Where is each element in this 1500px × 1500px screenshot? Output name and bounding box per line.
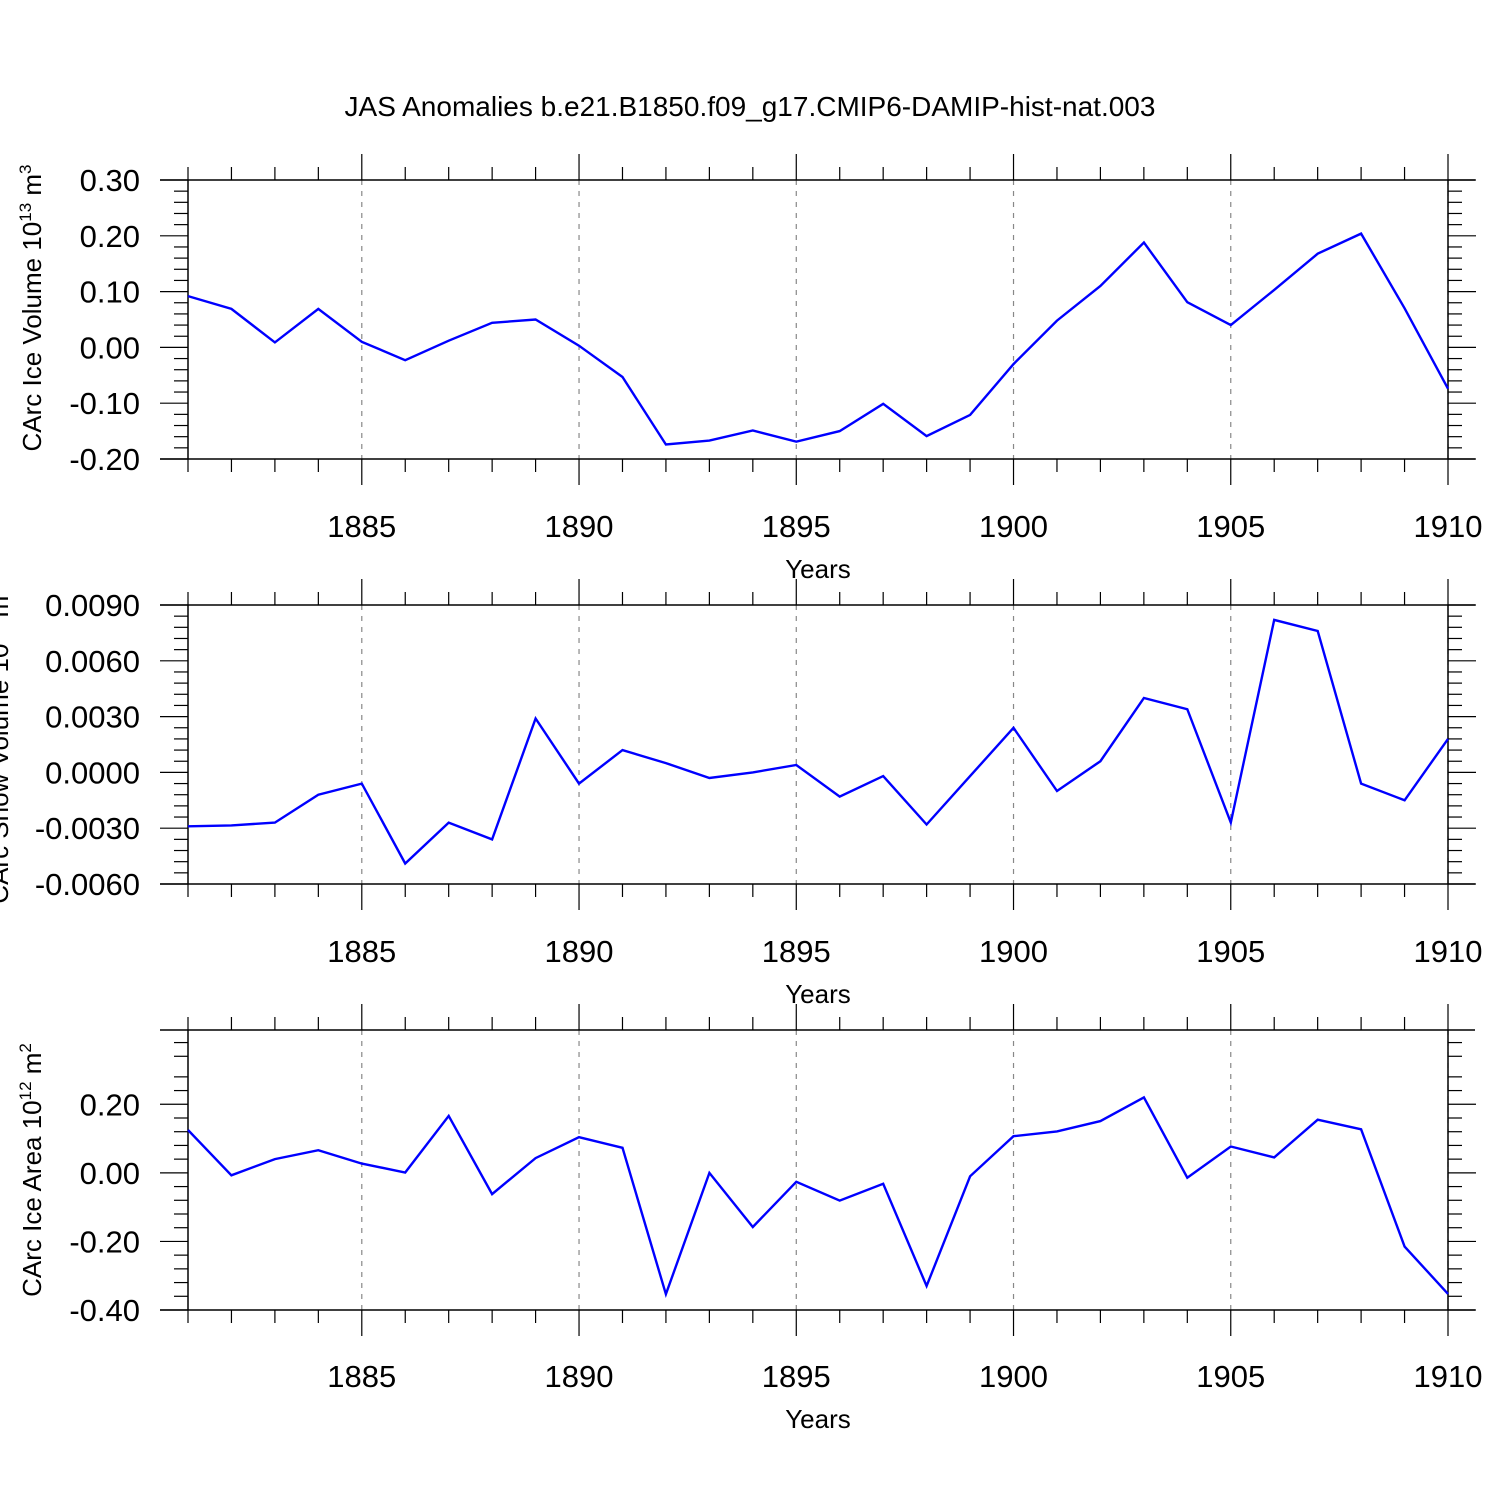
y-axis-label: CArc Snow Volume 1013 m3 [0,586,14,903]
chart-panel-2: -0.0060 -0.0030 0.0000 0.0030 0.0060 0.0090 18… [0,579,1482,1009]
series-line [187,232,1450,446]
y-tick-label: 0.30 [80,163,140,198]
y-axis-label-part: CArc Ice Volume 10 [17,222,47,452]
y-tick-label: -0.20 [69,1224,140,1259]
y-axis-label: CArc Ice Volume 1013 m3 [16,164,47,451]
y-axis-label-part: CArc Ice Area 10 [17,1100,47,1297]
x-tick-label: 1900 [979,509,1048,544]
y-axis-label-exponent: 13 [16,203,35,222]
series-line [187,618,1449,866]
y-axis-label-exponent: 13 [0,625,2,644]
x-tick-label: 1905 [1196,934,1265,969]
y-tick-label: 0.00 [80,1156,140,1191]
y-axis-label-exponent: 12 [16,1081,35,1100]
y-tick-label: 0.0060 [45,644,140,679]
y-tick-label: -0.0060 [35,867,140,902]
chart-panel-1: -0.20 -0.10 0.00 0.10 0.20 0.30 1885 1890 1895 19… [16,154,1482,584]
y-axis-label-exponent: 3 [16,164,35,173]
x-tick-label: 1905 [1196,509,1265,544]
x-axis-label: Years [785,1404,851,1434]
x-tick-label: 1890 [545,934,614,969]
x-tick-label: 1895 [762,1359,831,1394]
y-axis-label-part: CArc Snow Volume 10 [0,644,14,904]
x-tick-label: 1900 [979,1359,1048,1394]
chart-panel-3: -0.40 -0.20 0.00 0.20 1885 1890 1895 1900 1905 19… [16,1004,1482,1434]
y-tick-label: -0.20 [69,442,140,477]
x-tick-label: 1885 [327,934,396,969]
y-axis-label: CArc Ice Area 1012 m2 [16,1043,47,1297]
x-tick-label: 1895 [762,509,831,544]
x-tick-label: 1910 [1414,934,1483,969]
x-tick-label: 1910 [1414,1359,1483,1394]
y-tick-label: 0.0030 [45,700,140,735]
y-axis-label-exponent: 2 [16,1043,35,1052]
y-tick-label: 0.10 [80,275,140,310]
y-axis-label-part: m [0,596,14,625]
x-axis-label: Years [785,979,851,1009]
y-tick-label: 0.0090 [45,588,140,623]
figure-title: JAS Anomalies b.e21.B1850.f09_g17.CMIP6-… [345,91,1156,122]
y-tick-label: 0.20 [80,219,140,254]
y-tick-label: 0.0000 [45,755,140,790]
x-tick-label: 1905 [1196,1359,1265,1394]
x-tick-label: 1885 [327,1359,396,1394]
x-tick-label: 1890 [545,509,614,544]
y-axis-label-exponent: 3 [0,586,2,595]
x-tick-label: 1900 [979,934,1048,969]
x-tick-label: 1895 [762,934,831,969]
y-tick-label: -0.0030 [35,811,140,846]
series-line [187,1095,1449,1299]
x-tick-label: 1885 [327,509,396,544]
x-axis-label: Years [785,554,851,584]
x-tick-label: 1910 [1414,509,1483,544]
y-axis-label-part: m [17,1053,47,1082]
y-tick-label: 0.20 [80,1087,140,1122]
panels: -0.20 -0.10 0.00 0.10 0.20 0.30 1885 1890 1895 19… [0,154,1482,1434]
x-tick-label: 1890 [545,1359,614,1394]
y-tick-label: -0.10 [69,386,140,421]
y-tick-label: -0.40 [69,1293,140,1328]
y-axis-label-part: m [17,174,47,203]
y-tick-label: 0.00 [80,330,140,365]
